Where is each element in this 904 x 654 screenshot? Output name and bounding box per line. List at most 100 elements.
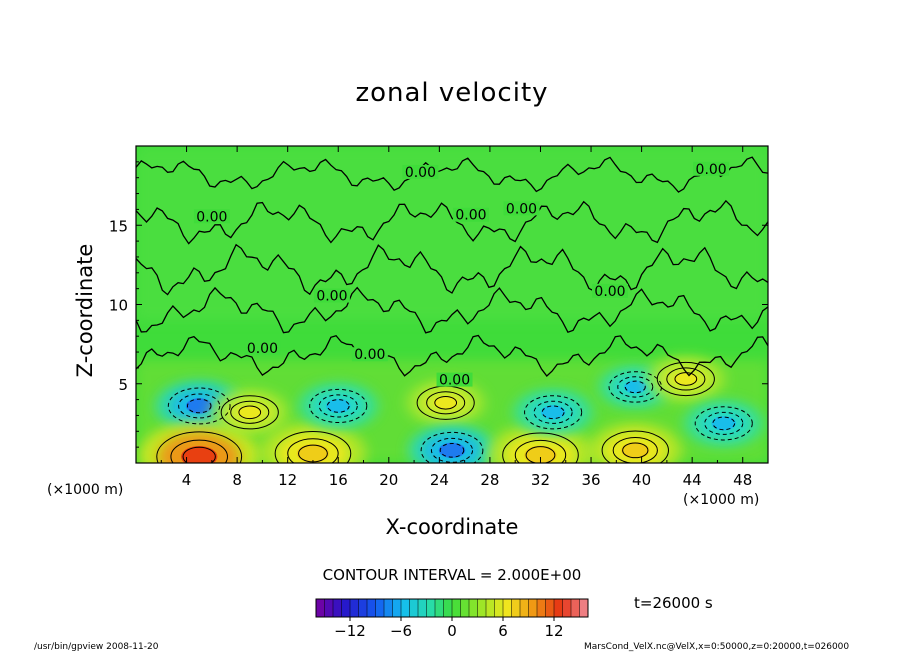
colorbar-cell xyxy=(367,599,376,617)
feature-core xyxy=(237,405,262,420)
contour-interval-text: CONTOUR INTERVAL = 2.000E+00 xyxy=(322,566,582,584)
contour-label-bg xyxy=(313,288,350,303)
contour-label: 0.00 xyxy=(696,162,727,178)
field-feature xyxy=(258,421,367,463)
field-upper-band xyxy=(136,146,768,321)
feature-core xyxy=(624,380,647,394)
colorbar-cell xyxy=(409,599,419,617)
contour-ring xyxy=(274,430,352,463)
time-label: t=26000 s xyxy=(634,594,713,612)
footer-data-source: MarsCond_VelX.nc@VelX,x=0:50000,z=0:2000… xyxy=(584,642,850,652)
contour-label-bg xyxy=(592,283,628,298)
contour-ring xyxy=(612,436,658,463)
contour-label-bg xyxy=(693,161,730,176)
contour-ring xyxy=(170,439,228,463)
contour-ring xyxy=(182,446,216,463)
contour-label: 0.00 xyxy=(455,208,486,224)
contour-ring xyxy=(533,400,573,424)
contour-ring xyxy=(430,437,474,463)
feature-core xyxy=(326,398,351,414)
colorbar-cell xyxy=(537,599,546,617)
contour-label: 0.00 xyxy=(506,201,537,217)
colorbar-tick-label: 6 xyxy=(498,622,508,640)
colorbar-tick-label: −6 xyxy=(390,622,412,640)
contour-ring xyxy=(694,406,753,441)
contour-ring xyxy=(309,388,368,424)
colorbar-cell xyxy=(392,599,402,617)
zero-contour xyxy=(136,156,768,193)
colorbar-tick-label: −12 xyxy=(334,622,366,640)
contour-ring xyxy=(502,432,579,463)
colorbar-cell xyxy=(460,599,470,617)
colorbar-cell xyxy=(333,599,342,617)
colorbar-tick-label: 12 xyxy=(544,622,563,640)
colorbar-cell xyxy=(511,599,521,617)
contour-ring xyxy=(674,372,698,386)
x-unit-label-right: (×1000 m) xyxy=(683,492,760,508)
contour-ring xyxy=(525,446,556,463)
x-tick-label: 4 xyxy=(182,471,192,489)
contour-ring xyxy=(238,405,262,420)
x-tick-label: 40 xyxy=(632,471,651,489)
contour-label: 0.00 xyxy=(196,209,227,225)
feature-core xyxy=(433,395,458,410)
zero-contour xyxy=(136,334,768,377)
colorbar-cell xyxy=(520,599,529,617)
contour-ring xyxy=(439,442,465,458)
contour-label-bg xyxy=(503,201,540,216)
contour-ring xyxy=(704,411,744,435)
contour-label: 0.00 xyxy=(316,289,347,305)
contour-label-bg xyxy=(402,164,439,179)
contour-ring xyxy=(617,376,654,398)
feature-core xyxy=(185,398,213,414)
colorbar-cell xyxy=(435,599,444,617)
contour-ring xyxy=(167,387,231,425)
colorbar-cell xyxy=(469,599,478,617)
x-tick-label: 32 xyxy=(531,471,550,489)
chart-title: zonal velocity xyxy=(355,78,549,108)
contour-ring xyxy=(220,395,279,430)
x-tick-label: 48 xyxy=(733,471,752,489)
colorbar: −12 −6 0 6 12 xyxy=(315,598,589,640)
contour-lines: 0.00 0.00 0.00 0.00 0.00 0.00 0.00 0.00 0.00 0.00 xyxy=(136,156,768,463)
contour-label: 0.00 xyxy=(354,347,385,363)
x-tick-label: 44 xyxy=(683,471,702,489)
contour-label-bg xyxy=(436,372,473,387)
zero-contour xyxy=(136,199,768,245)
contour-ring xyxy=(178,393,221,419)
feature-core xyxy=(296,444,330,463)
x-tick-label: 8 xyxy=(232,471,242,489)
colorbar-cell xyxy=(316,599,325,617)
colorbar-cell xyxy=(452,599,461,617)
contour-ring xyxy=(426,391,466,415)
contour-ring xyxy=(230,400,270,424)
contour-ring xyxy=(666,367,706,391)
colorbar-cell xyxy=(375,599,385,617)
footer-program-date: /usr/bin/gpview 2008-11-20 xyxy=(34,642,159,652)
colorbar-cell xyxy=(545,599,555,617)
contour-ring xyxy=(420,431,484,463)
contour-label: 0.00 xyxy=(594,284,625,300)
x-axis-label: X-coordinate xyxy=(385,515,519,539)
colorbar-cell xyxy=(418,599,427,617)
contour-ring xyxy=(318,394,358,418)
x-unit-label-left: (×1000 m) xyxy=(47,482,124,498)
contour-ring xyxy=(186,398,212,414)
x-tick-label: 20 xyxy=(379,471,398,489)
contour-ring xyxy=(622,442,649,459)
feature-core xyxy=(524,445,557,463)
contour-ring xyxy=(524,395,583,430)
velocity-field xyxy=(136,146,768,463)
colorbar-cell xyxy=(341,599,351,617)
zero-contour xyxy=(136,243,768,296)
contour-ring xyxy=(656,361,715,397)
feature-core xyxy=(673,371,699,387)
colorbar-cell xyxy=(477,599,487,617)
contour-ring xyxy=(601,430,669,463)
y-tick-label: 5 xyxy=(118,376,128,394)
contour-label-bg xyxy=(452,207,489,222)
contour-ring xyxy=(541,405,565,420)
y-axis-label: Z-coordinate xyxy=(73,244,97,378)
